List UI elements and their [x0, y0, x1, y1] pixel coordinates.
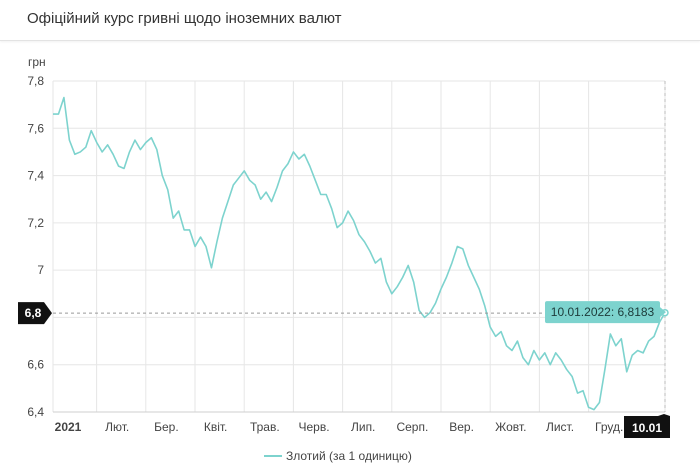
y-tick-label: 6,6: [27, 358, 44, 372]
x-crosshair-label: 10.01: [632, 421, 662, 435]
y-tick-label: 6,4: [27, 405, 44, 419]
x-tick-label: 2021: [55, 420, 82, 434]
y-axis-unit: грн: [28, 55, 46, 69]
x-tick-label: Черв.: [298, 420, 329, 434]
page-title: Офіційний курс гривні щодо іноземних вал…: [27, 10, 342, 27]
legend-label[interactable]: Злотий (за 1 одиницю): [286, 449, 412, 463]
x-tick-label: Груд.: [595, 420, 623, 434]
x-crosshair-badge-bg: [624, 414, 670, 438]
x-tick-label: Бер.: [154, 420, 179, 434]
x-tick-label: Трав.: [250, 420, 280, 434]
y-crosshair-badge-bg: [18, 302, 52, 325]
plot-area: [53, 96, 666, 411]
y-tick-label: 7,4: [27, 169, 44, 183]
x-tick-label: Вер.: [449, 420, 474, 434]
x-tick-label: Жовт.: [495, 420, 526, 434]
x-tick-label: Квіт.: [204, 420, 228, 434]
y-tick-label: 7,8: [27, 74, 44, 88]
series-line[interactable]: [53, 96, 666, 411]
chart-overlay: 6,8 10.01 10.01.2022: 6,8183: [18, 81, 670, 438]
x-crosshair-badge: 10.01: [624, 414, 670, 438]
x-axis: 2021 Лют. Бер. Квіт. Трав. Черв. Лип. Серп. Вер.…: [55, 420, 624, 434]
y-axis: грн 6,4 6,6 6,8 7 7,2 7,4 7,6 7,8: [27, 55, 45, 419]
tooltip-pointer: [660, 307, 666, 318]
chart-legend[interactable]: Злотий (за 1 одиницю): [264, 449, 412, 463]
x-tick-label: Лют.: [105, 420, 129, 434]
y-tick-label: 7,2: [27, 216, 44, 230]
y-tick-label: 7,6: [27, 121, 44, 135]
chart-grid: [52, 80, 666, 413]
y-tick-label: 7: [37, 263, 44, 277]
chart-header: Офіційний курс гривні щодо іноземних вал…: [0, 0, 700, 41]
tooltip-bg: [545, 301, 660, 324]
x-tick-label: Лип.: [351, 420, 375, 434]
x-tick-label: Серп.: [396, 420, 428, 434]
y-crosshair-badge: 6,8: [18, 302, 52, 325]
tooltip-label: 10.01.2022: 6,8183: [551, 305, 655, 319]
tooltip: 10.01.2022: 6,8183: [545, 301, 666, 324]
x-tick-label: Лист.: [546, 420, 574, 434]
y-crosshair-label: 6,8: [25, 306, 42, 320]
